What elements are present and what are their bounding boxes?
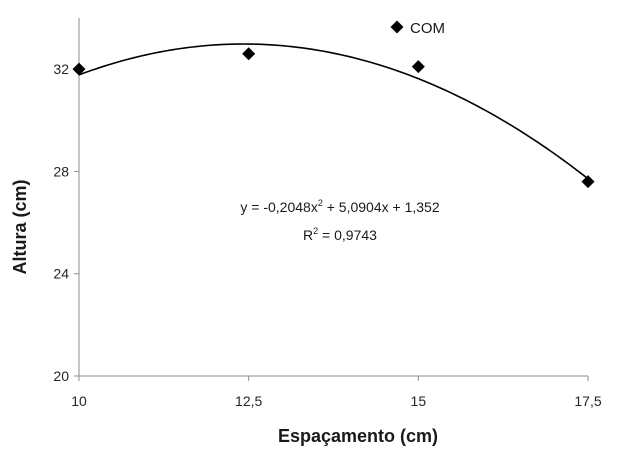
data-point [72, 62, 86, 76]
r2-exponent: 2 [313, 226, 318, 236]
equation-label: y = -0,2048x2 + 5,0904x + 1,352 [240, 198, 439, 215]
y-ticks: 20 24 28 32 [53, 61, 79, 384]
y-tick-label: 24 [53, 266, 69, 282]
x-tick-label: 12,5 [235, 393, 262, 409]
data-point [581, 175, 595, 189]
equation-exponent: 2 [318, 198, 323, 208]
equation-part-1: y = -0,2048x [240, 199, 317, 215]
data-point [411, 60, 425, 74]
data-points [72, 47, 595, 189]
data-point [242, 47, 256, 61]
r-squared-label: R2 = 0,9743 [303, 226, 377, 243]
x-tick-label: 17,5 [574, 393, 601, 409]
r2-part-2: = 0,9743 [318, 227, 377, 243]
y-tick-label: 28 [53, 163, 69, 179]
legend: COM [390, 20, 445, 37]
trendline-equation: y = -0,2048x2 + 5,0904x + 1,352 R2 = 0,9… [240, 198, 439, 243]
legend-label: COM [410, 20, 445, 37]
x-tick-label: 15 [411, 393, 427, 409]
r2-part-1: R [303, 227, 313, 243]
y-axis-title: Altura (cm) [10, 179, 30, 274]
x-ticks: 10 12,5 15 17,5 [71, 376, 602, 409]
plot-area: 20 24 28 32 10 12,5 15 17,5 [53, 18, 602, 409]
legend-marker [390, 20, 404, 34]
trendline [78, 43, 589, 180]
y-tick-label: 20 [53, 368, 69, 384]
y-tick-label: 32 [53, 61, 69, 77]
x-axis-title: Espaçamento (cm) [278, 426, 438, 446]
equation-part-2: + 5,0904x + 1,352 [323, 199, 440, 215]
x-tick-label: 10 [71, 393, 87, 409]
